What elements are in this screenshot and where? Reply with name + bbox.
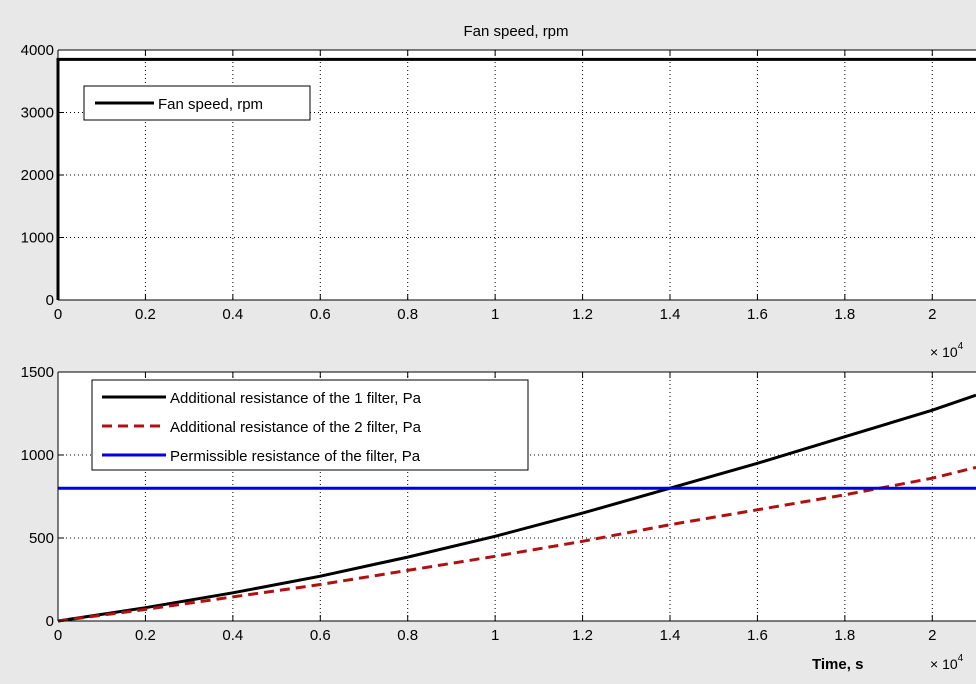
x-tick-label: 0.2 bbox=[135, 627, 156, 644]
y-tick-label: 0 bbox=[46, 613, 54, 630]
legend-label-fan-speed: Fan speed, rpm bbox=[158, 96, 263, 113]
x-tick-label: 1.6 bbox=[747, 306, 768, 323]
y-tick-label: 2000 bbox=[21, 167, 54, 184]
fan-speed-chart: Fan speed, rpm 0 0.2 0.4 0.6 0.8 1 1.2 1.4 1.6 1.… bbox=[21, 23, 976, 360]
x-tick-label: 1.6 bbox=[747, 627, 768, 644]
x-tick-label: 0 bbox=[54, 627, 62, 644]
y-tick-label: 1000 bbox=[21, 230, 54, 247]
y-tick-label: 1500 bbox=[21, 364, 54, 381]
x-tick-label: 1.8 bbox=[834, 306, 855, 323]
ticks: 0 0.2 0.4 0.6 0.8 1 1.2 1.4 1.6 1.8 2 0 1000 2000 3000… bbox=[21, 42, 937, 323]
x-tick-label: 1.2 bbox=[572, 306, 593, 323]
x-tick-label: 0 bbox=[54, 306, 62, 323]
x-tick-label: 1 bbox=[491, 306, 499, 323]
legend-label-filter-1: Additional resistance of the 1 filter, P… bbox=[170, 390, 422, 407]
x-tick-label: 1.8 bbox=[834, 627, 855, 644]
x-tick-label: 2 bbox=[928, 627, 936, 644]
x-axis-label: Time, s bbox=[812, 656, 863, 673]
ticks: 0 0.2 0.4 0.6 0.8 1 1.2 1.4 1.6 1.8 2 0 500 1000 1500 bbox=[21, 364, 937, 644]
y-tick-label: 4000 bbox=[21, 42, 54, 59]
legend: Fan speed, rpm bbox=[83, 85, 311, 121]
x-tick-label: 0.6 bbox=[310, 627, 331, 644]
x-tick-label: 1.4 bbox=[660, 306, 681, 323]
x-tick-label: 0.2 bbox=[135, 306, 156, 323]
y-tick-label: 1000 bbox=[21, 447, 54, 464]
x-tick-label: 1.2 bbox=[572, 627, 593, 644]
x-tick-label: 0.8 bbox=[397, 306, 418, 323]
x-tick-label: 2 bbox=[928, 306, 936, 323]
y-tick-label: 0 bbox=[46, 292, 54, 309]
x-tick-label: 1.4 bbox=[660, 627, 681, 644]
x-tick-label: 0.4 bbox=[222, 627, 243, 644]
legend-label-filter-2: Additional resistance of the 2 filter, P… bbox=[170, 419, 422, 436]
series-group bbox=[57, 393, 976, 623]
x-tick-label: 0.8 bbox=[397, 627, 418, 644]
x-multiplier: × 104 bbox=[930, 653, 964, 672]
y-tick-label: 500 bbox=[29, 530, 54, 547]
chart-title: Fan speed, rpm bbox=[463, 23, 568, 40]
y-tick-label: 3000 bbox=[21, 105, 54, 122]
series-line-2 bbox=[57, 465, 976, 623]
x-tick-label: 1 bbox=[491, 627, 499, 644]
filter-resistance-chart: 0 0.2 0.4 0.6 0.8 1 1.2 1.4 1.6 1.8 2050010001500 … bbox=[21, 364, 976, 673]
legend-label-permissible: Permissible resistance of the filter, Pa bbox=[170, 448, 421, 465]
x-tick-label: 0.6 bbox=[310, 306, 331, 323]
x-multiplier: × 104 bbox=[930, 341, 964, 360]
series-line-1 bbox=[57, 393, 976, 623]
legend: Additional resistance of the 1 filter, P… bbox=[91, 379, 529, 471]
x-tick-label: 0.4 bbox=[222, 306, 243, 323]
